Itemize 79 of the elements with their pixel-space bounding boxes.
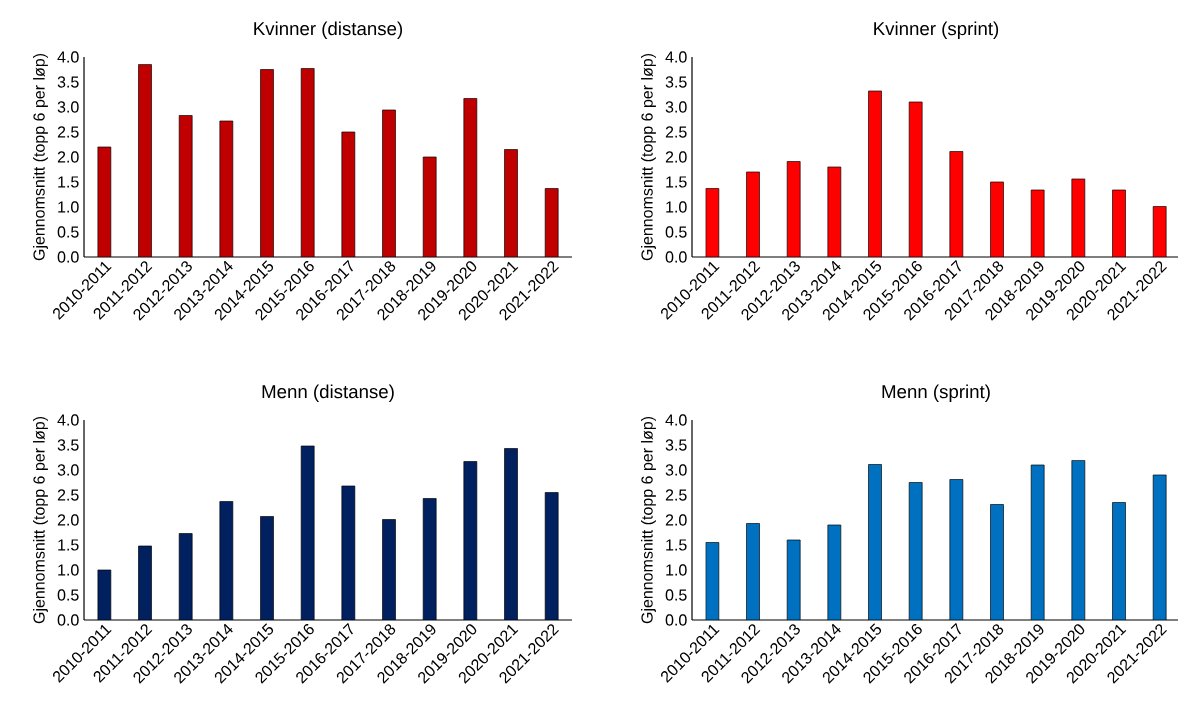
bar bbox=[219, 120, 234, 257]
y-axis-title: Gjennomsnitt (topp 6 per løp) bbox=[640, 416, 656, 624]
y-tick-label: 0.5 bbox=[665, 589, 687, 601]
y-tick-label: 1.5 bbox=[666, 539, 687, 551]
bar bbox=[705, 542, 720, 620]
bar bbox=[178, 533, 193, 620]
y-tick-label: 4.0 bbox=[665, 51, 687, 63]
bar bbox=[746, 523, 760, 620]
bar bbox=[97, 146, 112, 257]
y-tick-label: 2.5 bbox=[57, 489, 79, 501]
bar bbox=[908, 482, 923, 620]
y-tick-label: 3.0 bbox=[665, 464, 687, 476]
y-tick-label: 3.5 bbox=[57, 439, 79, 451]
bar bbox=[382, 109, 396, 257]
y-tick-label: 1.0 bbox=[58, 564, 79, 576]
y-tick-label: 4.0 bbox=[57, 414, 79, 426]
y-axis-title: Gjennomsnitt (topp 6 per løp) bbox=[640, 53, 656, 261]
y-tick-label: 1.5 bbox=[58, 176, 79, 188]
bar bbox=[422, 498, 437, 620]
y-tick-label: 0.5 bbox=[57, 226, 79, 238]
y-tick-label: 1.0 bbox=[666, 201, 687, 213]
chart-title: Menn (distanse) bbox=[262, 384, 394, 402]
bar bbox=[1071, 460, 1086, 620]
bar bbox=[463, 461, 478, 620]
bar bbox=[1030, 464, 1045, 620]
bar bbox=[300, 68, 315, 257]
y-tick-label: 1.0 bbox=[666, 564, 687, 576]
y-tick-label: 1.0 bbox=[58, 201, 79, 213]
y-tick-label: 4.0 bbox=[57, 51, 79, 63]
y-tick-label: 0.5 bbox=[57, 589, 79, 601]
bar bbox=[382, 519, 396, 620]
y-tick-label: 3.5 bbox=[665, 76, 687, 88]
y-axis-title: Gjennomsnitt (topp 6 per løp) bbox=[33, 416, 48, 624]
bar bbox=[504, 149, 518, 257]
y-tick-label: 2.0 bbox=[57, 514, 79, 526]
bar bbox=[300, 445, 315, 620]
y-tick-label: 3.5 bbox=[57, 76, 79, 88]
bar bbox=[219, 501, 234, 620]
y-tick-label: 2.5 bbox=[665, 126, 687, 138]
bar bbox=[341, 131, 356, 257]
y-tick-label: 2.0 bbox=[57, 151, 79, 163]
bar bbox=[260, 516, 274, 620]
bar bbox=[1152, 474, 1167, 620]
bar bbox=[1112, 502, 1126, 620]
bar bbox=[990, 504, 1004, 620]
bar bbox=[138, 64, 152, 257]
chart-title: Menn (sprint) bbox=[882, 384, 990, 402]
chart-title: Kvinner (sprint) bbox=[874, 21, 999, 39]
bar bbox=[786, 539, 801, 620]
y-tick-label: 1.5 bbox=[666, 176, 687, 188]
bar bbox=[949, 479, 964, 620]
bar bbox=[827, 524, 842, 620]
bar bbox=[868, 464, 882, 620]
bar bbox=[544, 188, 559, 257]
y-tick-label: 3.5 bbox=[665, 439, 687, 451]
y-tick-label: 1.5 bbox=[58, 539, 79, 551]
bar bbox=[260, 69, 274, 257]
y-axis-title: Gjennomsnitt (topp 6 per løp) bbox=[33, 53, 48, 261]
bar bbox=[463, 98, 478, 257]
bar bbox=[504, 448, 518, 620]
bar bbox=[544, 492, 559, 620]
y-tick-label: 0.0 bbox=[57, 251, 79, 263]
y-tick-label: 3.0 bbox=[57, 464, 79, 476]
y-tick-label: 0.0 bbox=[57, 614, 79, 626]
chart-title: Kvinner (distanse) bbox=[254, 21, 403, 39]
y-tick-label: 4.0 bbox=[665, 414, 687, 426]
y-tick-label: 0.0 bbox=[665, 614, 687, 626]
y-tick-label: 3.0 bbox=[665, 101, 687, 113]
bar bbox=[178, 115, 193, 257]
y-tick-label: 0.5 bbox=[665, 226, 687, 238]
bar bbox=[341, 485, 356, 620]
y-tick-label: 2.5 bbox=[57, 126, 79, 138]
bar bbox=[138, 545, 152, 620]
y-tick-label: 2.0 bbox=[665, 514, 687, 526]
y-tick-label: 2.0 bbox=[665, 151, 687, 163]
y-tick-label: 2.5 bbox=[665, 489, 687, 501]
bar bbox=[422, 156, 437, 257]
y-tick-label: 0.0 bbox=[665, 251, 687, 263]
y-tick-label: 3.0 bbox=[57, 101, 79, 113]
